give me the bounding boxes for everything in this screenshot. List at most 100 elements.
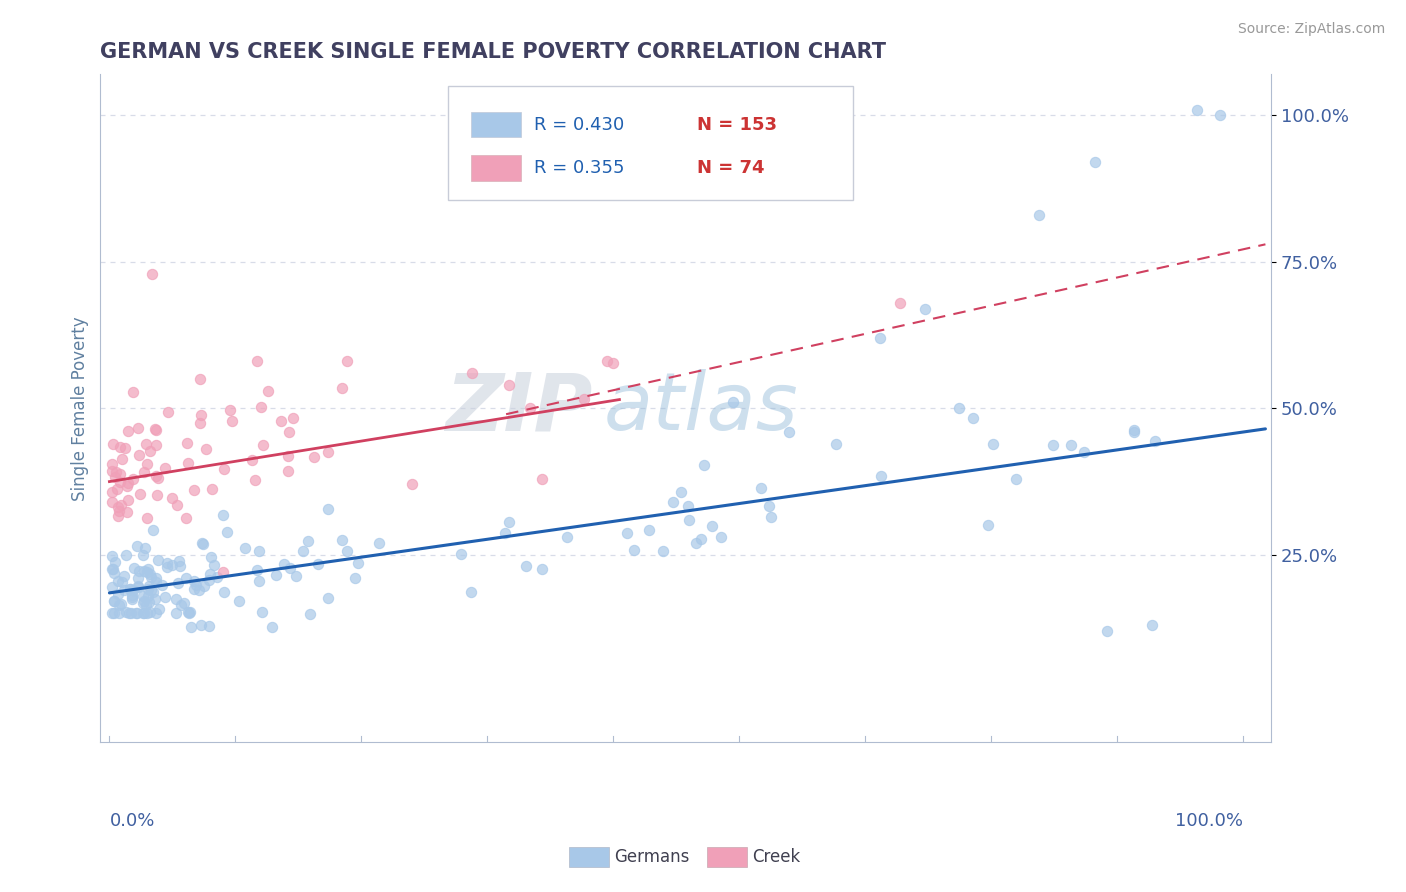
Point — [121, 590, 143, 604]
Point — [616, 526, 638, 541]
Point — [678, 499, 700, 513]
Point — [298, 607, 321, 621]
Point — [125, 540, 148, 554]
Point — [107, 587, 129, 601]
Point — [100, 562, 122, 576]
Text: N = 74: N = 74 — [697, 159, 765, 177]
Point — [103, 566, 125, 580]
Point — [262, 620, 284, 634]
Point — [121, 385, 143, 400]
Point — [103, 594, 125, 608]
Point — [200, 550, 222, 565]
Point — [316, 591, 339, 605]
Point — [758, 499, 780, 513]
Point — [215, 524, 238, 539]
Point — [1209, 108, 1232, 122]
Point — [135, 565, 157, 579]
Point — [169, 559, 191, 574]
Point — [138, 579, 160, 593]
Point — [330, 533, 353, 548]
Point — [246, 354, 269, 368]
Point — [761, 510, 783, 524]
Point — [134, 465, 156, 479]
Point — [117, 493, 139, 508]
Point — [721, 395, 744, 409]
Point — [198, 566, 221, 581]
Point — [108, 440, 131, 454]
Point — [169, 554, 191, 568]
Point — [596, 354, 619, 368]
Point — [111, 574, 134, 589]
Point — [188, 416, 211, 430]
Point — [128, 448, 150, 462]
Point — [177, 605, 200, 619]
Text: N = 153: N = 153 — [697, 116, 778, 134]
Point — [242, 453, 264, 467]
Point — [530, 562, 553, 576]
Point — [142, 584, 165, 599]
Point — [243, 473, 266, 487]
Point — [122, 472, 145, 486]
Point — [211, 508, 233, 522]
Point — [205, 570, 228, 584]
Point — [193, 537, 215, 551]
Point — [156, 556, 179, 570]
Point — [187, 583, 209, 598]
Point — [252, 438, 274, 452]
Point — [962, 410, 984, 425]
Point — [135, 598, 157, 612]
Point — [145, 469, 167, 483]
Point — [201, 482, 224, 496]
Point — [247, 574, 270, 588]
Point — [103, 607, 125, 621]
Point — [167, 576, 190, 591]
Point — [247, 543, 270, 558]
Point — [179, 605, 201, 619]
Text: ZIP: ZIP — [444, 369, 592, 448]
Text: R = 0.355: R = 0.355 — [533, 159, 624, 177]
Text: R = 0.430: R = 0.430 — [533, 116, 624, 134]
Point — [101, 484, 124, 499]
Point — [138, 605, 160, 619]
Point — [136, 606, 159, 620]
Point — [214, 461, 236, 475]
Point — [165, 592, 187, 607]
Point — [257, 384, 280, 398]
Point — [145, 571, 167, 585]
Point — [661, 495, 683, 509]
Point — [702, 519, 724, 533]
Point — [250, 400, 273, 414]
Point — [277, 465, 299, 479]
Point — [669, 485, 692, 500]
Text: atlas: atlas — [603, 369, 799, 448]
Point — [174, 510, 197, 524]
FancyBboxPatch shape — [471, 112, 520, 137]
Point — [188, 372, 211, 386]
Point — [183, 574, 205, 588]
FancyBboxPatch shape — [449, 86, 853, 200]
Point — [136, 589, 159, 603]
Point — [983, 436, 1005, 450]
Point — [132, 596, 155, 610]
Point — [117, 476, 139, 491]
Point — [307, 557, 329, 571]
Point — [278, 425, 301, 440]
Point — [124, 607, 146, 621]
Point — [1073, 445, 1095, 459]
Point — [105, 465, 128, 479]
Point — [118, 582, 141, 597]
Point — [100, 495, 122, 509]
Point — [494, 525, 516, 540]
Point — [141, 267, 163, 281]
Point — [202, 558, 225, 572]
Point — [127, 421, 149, 435]
Point — [602, 356, 624, 370]
Point — [212, 585, 235, 599]
Point — [131, 589, 153, 603]
Point — [136, 582, 159, 596]
Point — [278, 561, 301, 575]
Point — [1028, 208, 1050, 222]
Point — [107, 574, 129, 588]
Point — [221, 414, 243, 428]
Point — [1140, 618, 1163, 632]
